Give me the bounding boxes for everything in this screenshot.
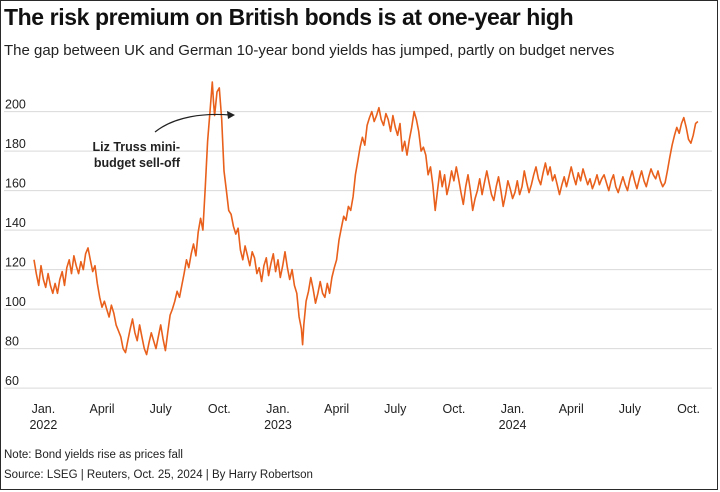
x-tick-label: July bbox=[619, 402, 642, 416]
x-tick-label: July bbox=[150, 402, 173, 416]
x-tick-label: Oct. bbox=[677, 402, 700, 416]
x-tick-label: Jan. bbox=[266, 402, 290, 416]
y-axis-ticks: 60 80 100 120 140 160 180 200 bbox=[5, 98, 26, 389]
x-tick-label: April bbox=[324, 402, 349, 416]
annotation-line-1: Liz Truss mini- bbox=[92, 140, 180, 154]
x-tick-label: Oct. bbox=[208, 402, 231, 416]
line-chart: 60 80 100 120 140 160 180 200 Jan. 2022 April July… bbox=[4, 81, 712, 432]
y-tick-label: 180 bbox=[5, 137, 26, 151]
y-tick-label: 60 bbox=[5, 374, 19, 388]
annotation-arrow bbox=[154, 113, 231, 133]
y-tick-label: 100 bbox=[5, 295, 26, 309]
x-tick-label: April bbox=[90, 402, 115, 416]
annotation-line-2: budget sell-off bbox=[94, 156, 181, 170]
y-tick-label: 160 bbox=[5, 177, 26, 191]
x-tick-year-label: 2024 bbox=[499, 418, 527, 432]
y-tick-label: 120 bbox=[5, 256, 26, 270]
x-tick-label: Jan. bbox=[501, 402, 525, 416]
chart-note: Note: Bond yields rise as prices fall bbox=[4, 449, 183, 461]
annotation: Liz Truss mini- budget sell-off bbox=[92, 111, 235, 170]
x-axis-ticks: Jan. 2022 April July Oct. Jan. 2023 April July Oc… bbox=[29, 402, 700, 432]
series-line-spread bbox=[33, 81, 699, 356]
chart-source: Source: LSEG | Reuters, Oct. 25, 2024 | … bbox=[4, 469, 313, 481]
series-layer bbox=[33, 81, 699, 356]
annotation-arrowhead bbox=[227, 111, 235, 119]
y-tick-label: 80 bbox=[5, 335, 19, 349]
y-tick-label: 140 bbox=[5, 216, 26, 230]
x-tick-year-label: 2022 bbox=[29, 418, 57, 432]
x-tick-label: Oct. bbox=[442, 402, 465, 416]
x-tick-label: July bbox=[384, 402, 407, 416]
x-tick-label: Jan. bbox=[32, 402, 56, 416]
gridlines bbox=[4, 111, 712, 389]
x-tick-year-label: 2023 bbox=[264, 418, 292, 432]
chart-title: The risk premium on British bonds is at … bbox=[4, 4, 574, 30]
y-tick-label: 200 bbox=[5, 98, 26, 112]
x-tick-label: April bbox=[559, 402, 584, 416]
chart-subtitle: The gap between UK and German 10-year bo… bbox=[4, 42, 615, 59]
